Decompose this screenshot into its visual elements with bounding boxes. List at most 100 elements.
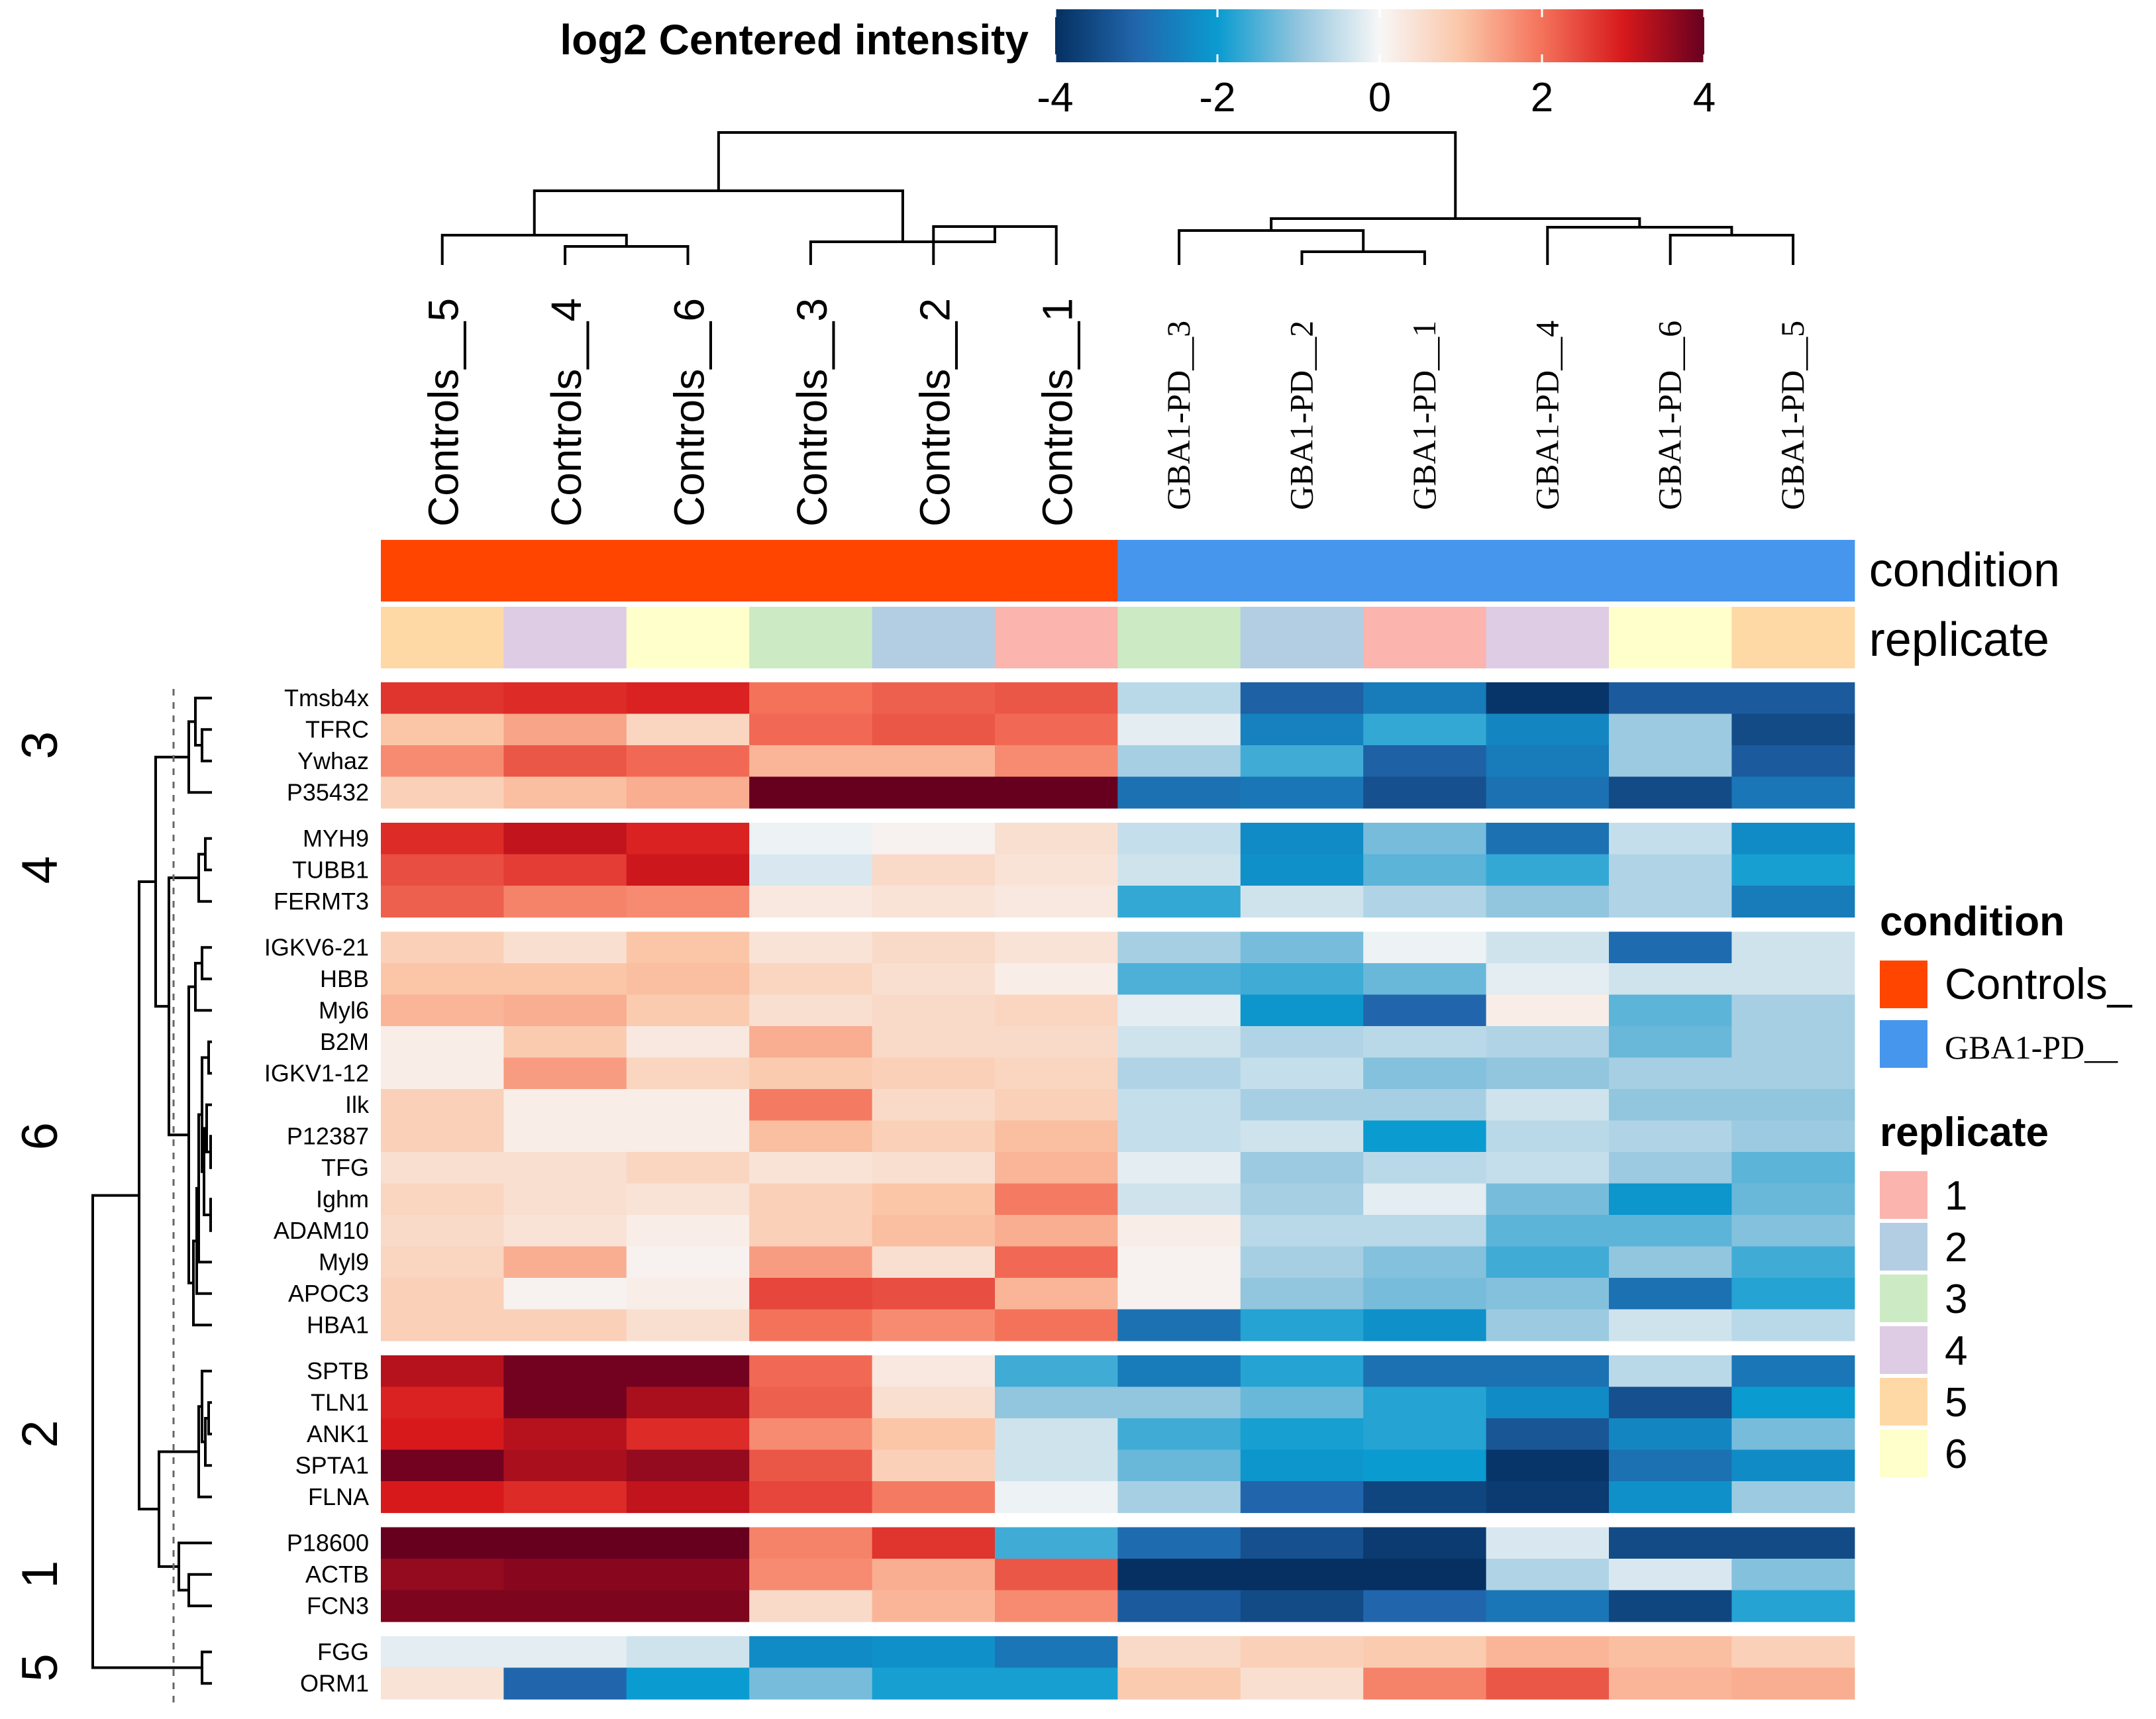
- heatmap-cell: [1731, 1481, 1855, 1514]
- heatmap-cell: [1486, 1481, 1610, 1514]
- heatmap-cell: [503, 1481, 627, 1514]
- heatmap-cell: [1609, 1246, 1732, 1278]
- column-dendrogram: [440, 131, 1795, 265]
- row-dendro-branch: [209, 1198, 212, 1232]
- row-label: SPTB: [307, 1357, 369, 1384]
- heatmap-cell: [503, 745, 627, 778]
- heatmap-cell: [1363, 1386, 1487, 1419]
- heatmap-cell: [1486, 713, 1610, 746]
- heatmap-cell: [995, 931, 1118, 964]
- heatmap-cell: [1240, 994, 1364, 1027]
- heatmap-cell: [1609, 886, 1732, 918]
- condition-cell: [1486, 540, 1610, 601]
- heatmap-cell: [503, 1026, 627, 1059]
- heatmap-cell: [381, 963, 504, 996]
- condition-cell: [995, 540, 1118, 601]
- heatmap-cell: [1609, 1183, 1732, 1216]
- annotation-label-condition: condition: [1869, 544, 2060, 597]
- row-label: FCN3: [307, 1592, 369, 1619]
- heatmap-cell: [872, 823, 996, 855]
- column-label: GBA1-PD__6: [1651, 321, 1688, 510]
- heatmap-cell: [503, 886, 627, 918]
- legend-swatch: [1880, 1020, 1927, 1068]
- heatmap-cell: [1240, 963, 1364, 996]
- heatmap-cell: [1731, 963, 1855, 996]
- heatmap-cell: [381, 994, 504, 1027]
- row-label: IGKV6-21: [264, 933, 369, 961]
- heatmap-cell: [749, 994, 873, 1027]
- heatmap-cell: [872, 682, 996, 715]
- heatmap-cell: [626, 994, 750, 1027]
- heatmap-cell: [1731, 1026, 1855, 1059]
- heatmap-cell: [872, 1481, 996, 1514]
- heatmap-cell: [749, 776, 873, 809]
- heatmap-cell: [1117, 886, 1241, 918]
- heatmap-cell: [1609, 1089, 1732, 1121]
- heatmap-cell: [1731, 1527, 1855, 1559]
- heatmap-cell: [1240, 1246, 1364, 1278]
- heatmap-cell: [749, 1355, 873, 1388]
- row-dendrogram: [91, 689, 212, 1706]
- heatmap-cell: [381, 1183, 504, 1216]
- heatmap-cell: [1240, 1152, 1364, 1184]
- heatmap-cell: [872, 854, 996, 886]
- heatmap-cell: [1486, 1120, 1610, 1153]
- heatmap-cell: [1363, 823, 1487, 855]
- legend-label: 3: [1945, 1276, 1967, 1322]
- heatmap-cell: [995, 1559, 1118, 1591]
- heatmap-cell: [1731, 713, 1855, 746]
- heatmap-cell: [995, 1527, 1118, 1559]
- heatmap-cell: [381, 1120, 504, 1153]
- heatmap-cell: [995, 963, 1118, 996]
- colorbar-gradient: [1055, 9, 1704, 62]
- heatmap-cell: [503, 1057, 627, 1090]
- heatmap-cell: [995, 1120, 1118, 1153]
- heatmap-cell: [626, 1089, 750, 1121]
- heatmap-cell: [1486, 994, 1610, 1027]
- heatmap-cell: [1363, 1418, 1487, 1451]
- heatmap-cell: [749, 1152, 873, 1184]
- heatmap-cell: [1609, 1120, 1732, 1153]
- row-label: TFRC: [305, 715, 369, 743]
- heatmap-cell: [1731, 1152, 1855, 1184]
- heatmap-cell: [1731, 1089, 1855, 1121]
- heatmap-cell: [503, 1152, 627, 1184]
- heatmap-cell: [381, 886, 504, 918]
- heatmap-cell: [626, 1183, 750, 1216]
- heatmap-cell: [1117, 682, 1241, 715]
- heatmap-cell: [995, 1481, 1118, 1514]
- heatmap-cell: [1486, 1418, 1610, 1451]
- heatmap-cells: [381, 682, 1855, 1700]
- heatmap-cell: [1363, 931, 1487, 964]
- heatmap-cell: [1609, 931, 1732, 964]
- heatmap-cell: [1486, 1449, 1610, 1482]
- heatmap-cell: [1609, 963, 1732, 996]
- heatmap-cell: [995, 1026, 1118, 1059]
- heatmap-cell: [1731, 1636, 1855, 1669]
- heatmap-cell: [1117, 854, 1241, 886]
- heatmap-cell: [749, 1449, 873, 1482]
- heatmap-cell: [1363, 1183, 1487, 1216]
- heatmap-cell: [1240, 823, 1364, 855]
- legend-title-condition: condition: [1880, 899, 2065, 945]
- annotation-bars: condition replicate: [381, 540, 2060, 668]
- heatmap-cell: [1363, 1246, 1487, 1278]
- heatmap-cell: [626, 1667, 750, 1700]
- condition-cell: [1731, 540, 1855, 601]
- row-label: B2M: [320, 1028, 369, 1055]
- heatmap-cell: [1240, 1527, 1364, 1559]
- legend-label: 4: [1945, 1328, 1967, 1374]
- heatmap-cell: [749, 1246, 873, 1278]
- heatmap-cell: [503, 1089, 627, 1121]
- row-label: HBB: [320, 965, 369, 992]
- heatmap-cell: [626, 1246, 750, 1278]
- column-label: Controls__2: [911, 298, 958, 527]
- row-label: SPTA1: [295, 1451, 369, 1479]
- heatmap-cell: [503, 1636, 627, 1669]
- heatmap-cell: [995, 994, 1118, 1027]
- heatmap-cell: [995, 1183, 1118, 1216]
- heatmap-cell: [1117, 1386, 1241, 1419]
- heatmap-cell: [1240, 886, 1364, 918]
- condition-cell: [626, 540, 750, 601]
- heatmap-cell: [1117, 1636, 1241, 1669]
